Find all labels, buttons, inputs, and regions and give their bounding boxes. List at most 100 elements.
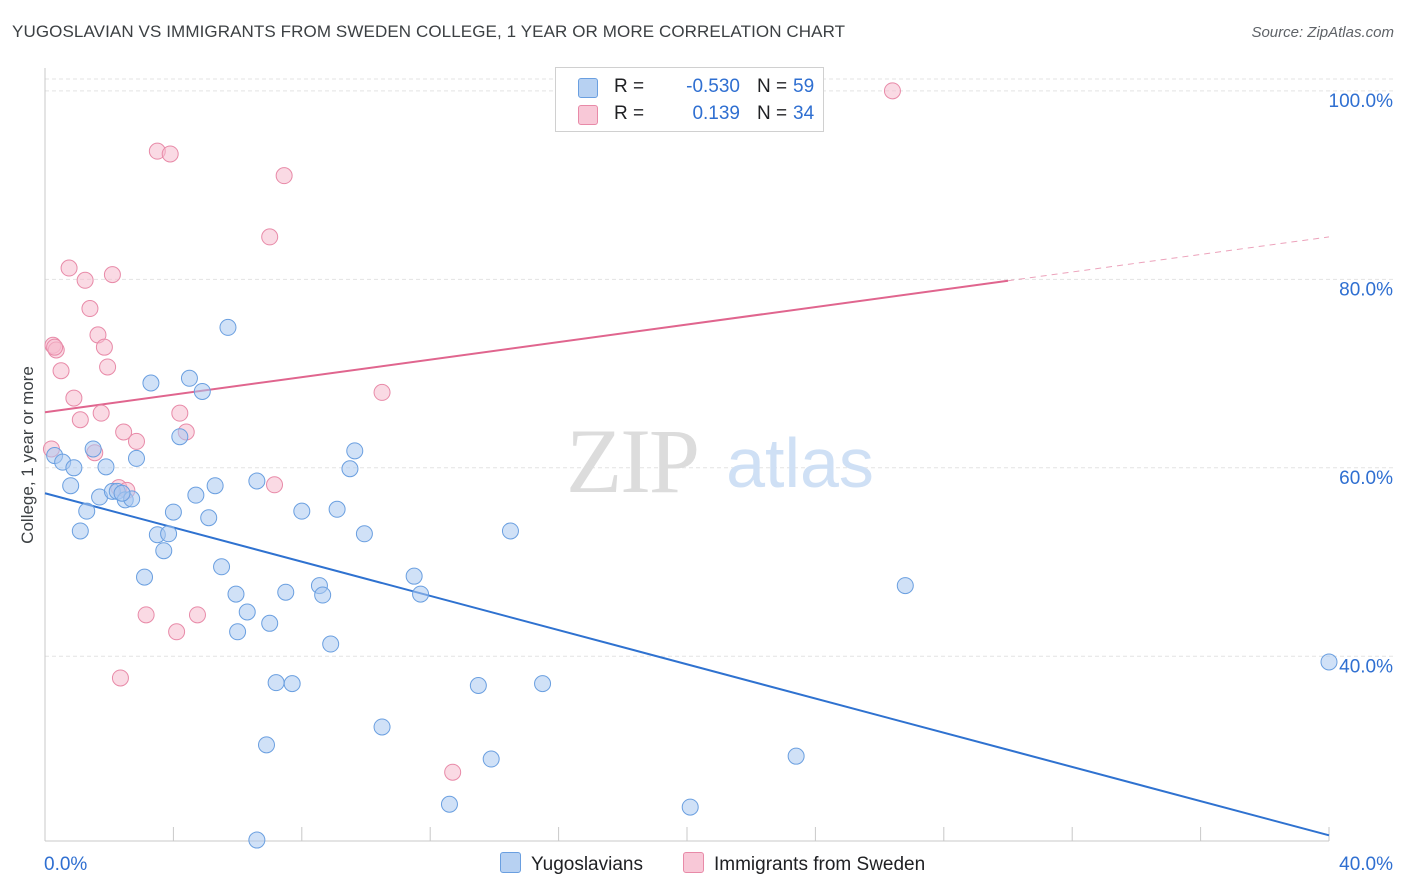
point-yugoslavian [127, 449, 145, 467]
legend-swatch-pink [578, 105, 598, 125]
point-yugoslavian [229, 623, 247, 641]
gridlines [45, 78, 1393, 657]
point-yugoslavian [136, 568, 154, 586]
trend-line-sweden [44, 279, 1009, 414]
point-yugoslavian [373, 718, 391, 736]
source-note: Source: ZipAtlas.com [1251, 24, 1394, 41]
point-yugoslavian [283, 675, 301, 693]
point-yugoslavian [200, 509, 218, 527]
point-sweden [81, 300, 99, 318]
bottom-legend-label: Yugoslavians [531, 854, 643, 875]
point-yugoslavian [322, 635, 340, 653]
x-tick-label: 0.0% [44, 854, 87, 875]
y-tick-label: 80.0% [1339, 279, 1393, 300]
bottom-legend-swatch-blue [500, 852, 521, 873]
point-yugoslavian [164, 503, 182, 521]
point-yugoslavian [206, 477, 224, 495]
point-sweden [444, 763, 462, 781]
point-sweden [266, 476, 284, 494]
legend-r-value: 0.139 [692, 103, 740, 124]
point-yugoslavian [213, 558, 231, 576]
point-yugoslavian [193, 382, 211, 400]
point-yugoslavian [71, 522, 89, 540]
y-axis-label: College, 1 year or more [18, 366, 37, 544]
point-sweden [46, 338, 64, 356]
point-sweden [111, 669, 129, 687]
point-yugoslavian [896, 577, 914, 595]
point-sweden [103, 266, 121, 284]
legend-r-value: -0.530 [686, 76, 740, 97]
point-yugoslavian [78, 502, 96, 520]
point-yugoslavian [346, 442, 364, 460]
point-yugoslavian [469, 677, 487, 695]
point-sweden [92, 404, 110, 422]
data-points [42, 82, 1338, 849]
legend-r-label: R = [614, 103, 645, 124]
point-yugoslavian [412, 585, 430, 603]
point-sweden [115, 423, 133, 441]
point-yugoslavian [84, 440, 102, 458]
watermark: ZIP atlas [566, 410, 874, 512]
point-sweden [261, 228, 279, 246]
point-yugoslavian [681, 798, 699, 816]
point-yugoslavian [248, 472, 266, 490]
point-yugoslavian [160, 525, 178, 543]
point-yugoslavian [155, 542, 173, 560]
legend-n-label: N = [757, 76, 788, 97]
point-yugoslavian [341, 460, 359, 478]
bottom-legend-swatch-pink [683, 852, 704, 873]
point-yugoslavian [328, 500, 346, 518]
point-sweden [52, 362, 70, 380]
chart-title: YUGOSLAVIAN VS IMMIGRANTS FROM SWEDEN CO… [12, 22, 846, 41]
trend-lines [44, 236, 1330, 837]
point-yugoslavian [261, 614, 279, 632]
legend-n-value: 59 [793, 76, 815, 97]
point-yugoslavian [534, 675, 552, 693]
point-sweden [275, 167, 293, 185]
point-yugoslavian [277, 583, 295, 601]
point-yugoslavian [65, 459, 83, 477]
point-sweden [76, 271, 94, 289]
point-sweden [65, 389, 83, 407]
legend-swatch-blue [578, 78, 598, 98]
tick-labels: 100.0% 80.0% 60.0% 40.0% 0.0% 40.0% [44, 91, 1393, 875]
point-sweden [373, 383, 391, 401]
point-yugoslavian [238, 603, 256, 621]
legend-n-value: 34 [793, 103, 815, 124]
point-yugoslavian [227, 585, 245, 603]
point-sweden [171, 404, 189, 422]
point-yugoslavian [440, 795, 458, 813]
point-yugoslavian [62, 477, 80, 495]
watermark-atlas: atlas [726, 424, 874, 502]
point-yugoslavian [293, 502, 311, 520]
point-yugoslavian [267, 674, 285, 692]
point-yugoslavian [482, 750, 500, 768]
point-sweden [168, 623, 186, 641]
point-yugoslavian [257, 736, 275, 754]
point-yugoslavian [248, 831, 266, 849]
point-sweden [60, 259, 78, 277]
point-yugoslavian [187, 486, 205, 504]
point-sweden [95, 338, 113, 356]
point-sweden [161, 145, 179, 163]
point-yugoslavian [219, 318, 237, 336]
point-yugoslavian [142, 374, 160, 392]
y-tick-label: 100.0% [1329, 91, 1394, 112]
point-sweden [99, 358, 117, 376]
x-tick-label: 40.0% [1339, 854, 1393, 875]
bottom-legend-yugoslavians: Yugoslavians [500, 852, 643, 876]
point-yugoslavian [180, 369, 198, 387]
point-sweden [127, 432, 145, 450]
point-yugoslavian [501, 522, 519, 540]
point-yugoslavian [171, 428, 189, 446]
point-yugoslavian [314, 586, 332, 604]
legend-r-label: R = [614, 76, 645, 97]
point-yugoslavian [97, 458, 115, 476]
point-yugoslavian [355, 525, 373, 543]
point-sweden [71, 411, 89, 429]
point-yugoslavian [113, 484, 131, 502]
point-sweden [188, 606, 206, 624]
watermark-zip: ZIP [566, 410, 698, 512]
y-tick-label: 40.0% [1339, 656, 1393, 677]
